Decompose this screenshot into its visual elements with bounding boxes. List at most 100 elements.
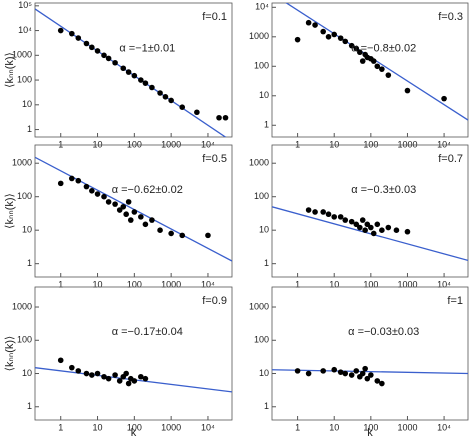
fit-line [35, 156, 232, 262]
point [57, 357, 64, 364]
point [331, 366, 338, 373]
point [194, 109, 200, 116]
point [83, 40, 90, 47]
x-tick-label: 10 [93, 279, 103, 289]
x-tick-label: 100 [127, 279, 142, 289]
x-tick-label: 10 [329, 279, 339, 289]
point [357, 224, 363, 231]
x-tick-label: 1000 [397, 139, 417, 149]
point [101, 193, 107, 200]
point [83, 183, 90, 190]
point [305, 370, 312, 377]
point [179, 232, 186, 239]
panel-label: f=0.1 [202, 11, 227, 23]
point [374, 221, 381, 228]
x-axis-label: k [367, 427, 373, 439]
point [75, 177, 82, 184]
point [123, 370, 129, 377]
point [57, 180, 64, 187]
point [120, 65, 127, 72]
x-tick-label: 10⁴ [437, 139, 451, 149]
point [374, 63, 381, 70]
annotation: α =−0.62±0.02 [112, 184, 183, 196]
y-tick-label: 100 [17, 335, 32, 345]
y-tick-label: 1 [264, 120, 269, 130]
point [138, 214, 144, 220]
point [75, 368, 82, 374]
point [348, 372, 355, 378]
y-tick-label: 1000 [249, 31, 269, 41]
x-tick-label: 1000 [161, 422, 181, 432]
point [120, 203, 127, 210]
point [379, 380, 385, 387]
y-tick-label: 10 [259, 225, 269, 235]
point [105, 199, 112, 205]
point [294, 36, 301, 43]
point [89, 44, 95, 51]
point [179, 104, 186, 111]
point [294, 368, 301, 374]
y-tick-label: 10 [22, 99, 32, 109]
point [331, 31, 338, 38]
fit-line [272, 206, 468, 262]
point [131, 209, 138, 215]
point [116, 207, 123, 213]
y-tick-label: 1000 [12, 158, 32, 168]
point [353, 368, 360, 374]
point [379, 66, 385, 72]
point [357, 49, 363, 56]
x-tick-label: 10⁴ [201, 279, 215, 289]
point [353, 45, 360, 52]
x-tick-label: 100 [363, 279, 378, 289]
x-tick-label: 100 [127, 139, 142, 149]
point [138, 373, 144, 380]
x-tick-label: 10⁴ [437, 279, 451, 289]
y-tick-label: 100 [254, 335, 269, 345]
x-tick-label: 10⁴ [201, 422, 215, 432]
x-tick-label: 100 [127, 422, 142, 432]
point [131, 378, 138, 384]
point [359, 370, 366, 377]
point [89, 372, 95, 378]
y-tick-label: 1000 [249, 301, 269, 311]
point [348, 42, 355, 49]
point [125, 199, 132, 205]
point [353, 221, 360, 228]
point [359, 217, 366, 223]
x-tick-label: 1 [295, 422, 300, 432]
x-tick-label: 1000 [161, 139, 181, 149]
point [337, 35, 344, 41]
point [385, 224, 392, 231]
point [105, 375, 112, 382]
point [94, 48, 101, 54]
point [320, 368, 326, 374]
point [157, 90, 163, 96]
point [370, 230, 377, 237]
y-axis-label: ⟨kₙₙ(k)⟩ [4, 52, 16, 88]
point [112, 372, 118, 378]
point [101, 52, 107, 59]
point [142, 221, 149, 228]
point [364, 375, 371, 382]
panel-label: f=1 [447, 295, 463, 307]
point [149, 217, 155, 223]
point [320, 209, 326, 215]
annotation: α =−0.8±0.02 [351, 42, 416, 54]
panel-frame [34, 286, 233, 421]
panel-frame [271, 2, 469, 138]
point [385, 72, 392, 78]
point [112, 59, 118, 66]
point [364, 221, 371, 228]
point [312, 22, 318, 28]
y-tick-label: 10⁵ [18, 0, 32, 10]
point [125, 380, 132, 387]
point [69, 30, 75, 37]
point [216, 114, 222, 121]
point [116, 378, 123, 384]
point [101, 373, 107, 380]
point [149, 84, 155, 91]
point [75, 35, 82, 41]
panel-label: f=0.3 [438, 11, 463, 23]
point [312, 209, 318, 215]
